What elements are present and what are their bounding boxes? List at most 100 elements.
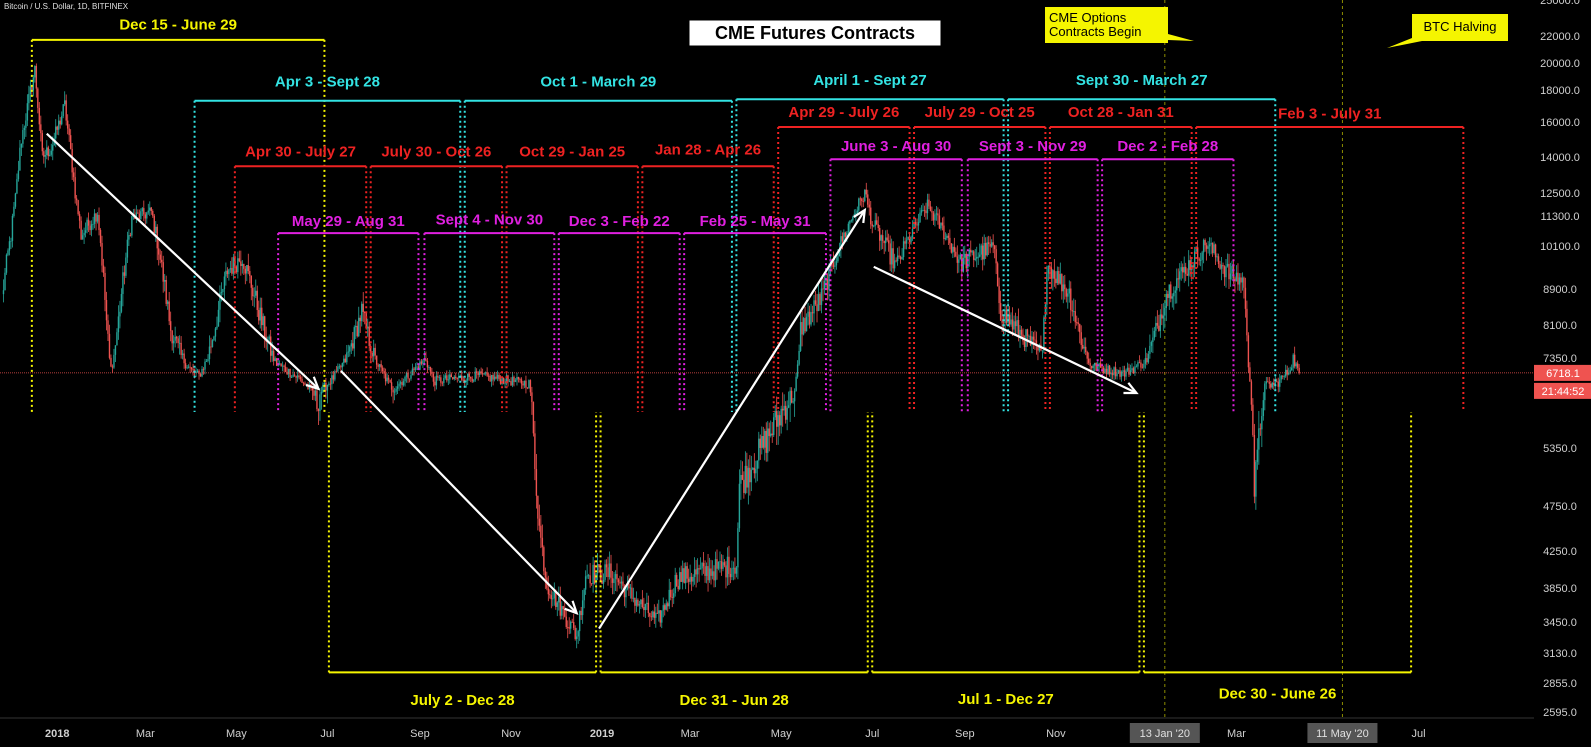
candle-body (531, 392, 533, 403)
candle-body (63, 100, 66, 105)
candle-body (801, 322, 803, 335)
candle-body (580, 610, 582, 616)
candle-body (684, 566, 687, 584)
candle-body (759, 438, 761, 448)
candle-body (698, 568, 700, 570)
candle-body (547, 588, 550, 595)
candle-body (747, 467, 750, 488)
candle-body (131, 216, 133, 236)
price-tick-label: 5350.0 (1543, 443, 1577, 455)
trend-arrow-shaft (46, 132, 320, 390)
candle-body (1150, 342, 1153, 346)
candle-body (104, 272, 106, 300)
candle-body (237, 258, 239, 273)
candle-body (250, 275, 252, 288)
contract-label: Feb 25 - May 31 (700, 213, 811, 230)
candle-body (1283, 376, 1285, 378)
candle-body (873, 225, 875, 227)
candle-body (1211, 242, 1214, 253)
halving-callout-text: BTC Halving (1424, 19, 1497, 34)
candle-body (1102, 367, 1105, 373)
candle-body (722, 562, 724, 569)
price-tick-label: 11300.0 (1541, 211, 1580, 223)
candle-body (1290, 367, 1293, 371)
candle-body (658, 610, 660, 614)
candle-body (377, 364, 379, 367)
candle-body (681, 568, 684, 582)
candle-body (1110, 372, 1112, 375)
candle-body (175, 336, 178, 339)
candle-body (346, 352, 348, 363)
candle-body (989, 244, 991, 247)
candle-body (77, 200, 79, 215)
candle-body (1177, 278, 1179, 280)
candle-body (992, 242, 994, 246)
candle-body (284, 366, 287, 372)
candle-body (693, 569, 696, 577)
candle-body (1267, 381, 1269, 383)
candle-body (902, 241, 905, 258)
trend-arrows (46, 132, 1139, 630)
candle-body (487, 375, 490, 377)
candle-body (1111, 372, 1114, 376)
candle-body (908, 236, 911, 243)
candle-body (1165, 293, 1168, 308)
candle-body (123, 272, 126, 276)
candle-body (353, 327, 355, 349)
candle-body (1268, 382, 1270, 384)
candle-body (1061, 274, 1063, 292)
candle-body (919, 212, 921, 223)
time-marker-label: 11 May '20 (1316, 728, 1369, 740)
candle-body (923, 210, 926, 211)
candle-body (1090, 365, 1093, 369)
candle-body (32, 77, 35, 91)
candle-body (166, 301, 169, 304)
candle-body (280, 363, 282, 367)
candle-body (920, 210, 923, 213)
candle-body (756, 460, 759, 469)
contract-label: Jul 1 - Dec 27 (958, 691, 1054, 708)
candle-body (773, 417, 775, 436)
candle-body (581, 600, 584, 616)
candle-body (1153, 330, 1156, 338)
candle-body (350, 343, 352, 347)
candle-body (1229, 273, 1232, 280)
trend-arrow-shaft (340, 370, 578, 614)
candle-body (217, 309, 220, 327)
candle-body (998, 286, 1000, 304)
candle-body (81, 235, 84, 240)
candle-body (914, 222, 917, 225)
candle-body (1234, 278, 1236, 282)
candle-body (281, 365, 284, 367)
candle-body (1043, 317, 1045, 351)
candle-body (835, 261, 838, 266)
candle-body (386, 377, 388, 382)
candle-body (328, 383, 330, 385)
candle-body (628, 583, 630, 589)
candle-body (704, 566, 706, 576)
candle-body (871, 224, 873, 227)
candle-body (256, 290, 258, 311)
candle-body (1082, 344, 1084, 349)
candle-body (293, 374, 296, 376)
candle-body (196, 370, 199, 373)
candle-body (631, 587, 633, 599)
candle-body (243, 263, 245, 269)
time-tick-label: Mar (1227, 728, 1246, 740)
candle-body (1168, 284, 1170, 298)
contract-label: Oct 1 - March 29 (540, 74, 656, 91)
contract-label: July 29 - Oct 25 (925, 104, 1035, 121)
candle-body (299, 377, 302, 380)
candle-body (1195, 247, 1197, 252)
candle-body (1270, 383, 1272, 388)
candle-body (680, 572, 682, 582)
candle-body (711, 571, 714, 576)
candle-body (593, 564, 596, 584)
candle-body (792, 401, 794, 403)
candle-body (274, 358, 276, 362)
candle-body (964, 253, 966, 258)
candle-body (129, 235, 132, 236)
candle-body (59, 120, 61, 125)
contract-bracket: Apr 29 - July 26 (777, 104, 911, 412)
